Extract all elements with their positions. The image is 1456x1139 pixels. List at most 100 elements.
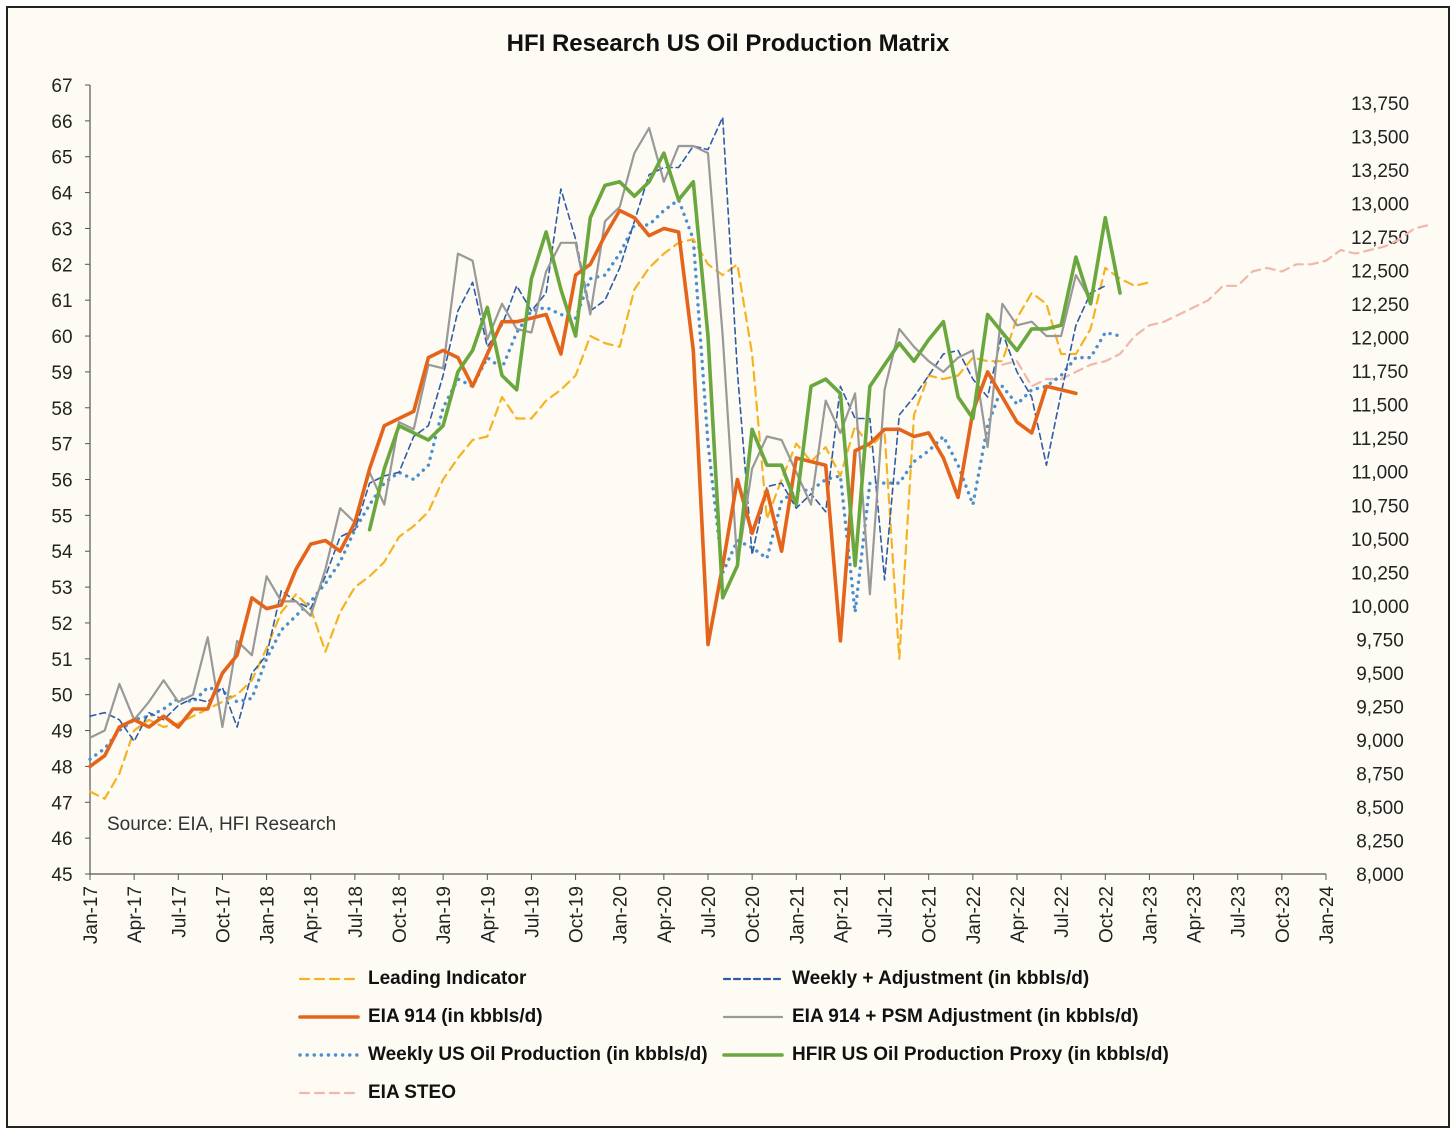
chart-title: HFI Research US Oil Production Matrix (506, 30, 950, 57)
x-tick-label: Jul-20 (699, 886, 720, 938)
series-line-weekly-us-oil-production-in-kbbls-d (88, 198, 1122, 761)
right-tick-label: 11,250 (1352, 429, 1409, 450)
x-tick-label: Apr-17 (125, 886, 146, 943)
right-tick-label: 13,250 (1351, 161, 1409, 182)
right-tick-label: 10,000 (1351, 597, 1409, 618)
x-tick-label: Apr-19 (478, 886, 499, 943)
right-tick-label: 8,000 (1356, 865, 1404, 886)
x-tick-label: Apr-23 (1185, 886, 1206, 943)
left-tick-label: 56 (51, 471, 72, 492)
x-tick-label: Oct-20 (743, 886, 764, 943)
x-tick-label: Oct-23 (1273, 886, 1294, 943)
left-tick-label: 63 (51, 219, 72, 240)
series-line-eia-914-in-kbbls-d (88, 208, 1078, 769)
legend-item-weekly-us-oil: Weekly US Oil Production (in kbbls/d) (298, 1042, 708, 1068)
x-tick-label: Oct-19 (567, 886, 588, 943)
series-line-weekly-adjustment-in-kbbls-d (89, 116, 1107, 743)
x-tick-label: Oct-21 (920, 886, 941, 943)
legend-swatch (298, 1053, 360, 1057)
left-tick-label: 50 (51, 686, 72, 707)
x-tick-label: Jul-17 (169, 886, 190, 938)
right-tick-label: 9,250 (1356, 697, 1404, 718)
legend-label: Weekly US Oil Production (in kbbls/d) (368, 1044, 708, 1065)
left-tick-label: 61 (51, 291, 72, 312)
legend-label: HFIR US Oil Production Proxy (in kbbls/d… (792, 1044, 1169, 1065)
left-tick-label: 67 (51, 76, 72, 97)
x-tick-label: Jul-18 (346, 886, 367, 938)
x-tick-label: Apr-22 (1008, 886, 1029, 943)
x-tick-label: Jan-21 (787, 886, 808, 944)
right-tick-label: 11,500 (1352, 396, 1409, 417)
right-tick-label: 12,750 (1351, 228, 1409, 249)
series-line-leading-indicator (88, 238, 1151, 800)
series-line-hfir-us-oil-production-proxy-in-kbbls-d (367, 151, 1122, 600)
legend-swatch (298, 977, 360, 981)
left-tick-label: 47 (51, 793, 72, 814)
chart-frame: HFI Research US Oil Production Matrix 45… (6, 6, 1450, 1128)
x-tick-label: Jan-22 (964, 886, 985, 944)
right-tick-label: 13,000 (1351, 195, 1409, 216)
left-tick-label: 51 (51, 650, 72, 671)
right-tick-label: 10,250 (1351, 563, 1409, 584)
legend-item-eia-steo: EIA STEO (298, 1080, 456, 1106)
right-tick-label: 8,750 (1356, 764, 1404, 785)
x-tick-label: Jul-21 (876, 886, 897, 938)
x-tick-label: Jul-22 (1052, 886, 1073, 938)
legend-swatch (722, 1015, 784, 1019)
x-tick-label: Jan-20 (611, 886, 632, 944)
legend-label: EIA 914 (in kbbls/d) (368, 1006, 543, 1027)
left-tick-label: 55 (51, 506, 72, 527)
left-tick-label: 52 (51, 614, 72, 635)
source-note: Source: EIA, HFI Research (107, 814, 337, 835)
legend-item-weekly-adjustment: Weekly + Adjustment (in kbbls/d) (722, 966, 1089, 992)
left-tick-label: 57 (51, 435, 72, 456)
right-tick-label: 10,500 (1351, 530, 1409, 551)
right-tick-label: 12,250 (1351, 295, 1409, 316)
right-tick-label: 11,750 (1352, 362, 1409, 383)
x-tick-label: Jan-19 (434, 886, 455, 944)
legend-item-hfir-proxy: HFIR US Oil Production Proxy (in kbbls/d… (722, 1042, 1169, 1068)
legend-swatch (722, 1053, 784, 1057)
left-tick-label: 53 (51, 578, 72, 599)
right-tick-label: 12,000 (1351, 329, 1409, 350)
right-tick-label: 13,500 (1351, 128, 1409, 149)
right-tick-label: 10,750 (1351, 496, 1409, 517)
legend-item-eia-914: EIA 914 (in kbbls/d) (298, 1004, 543, 1030)
legend-label: EIA STEO (368, 1082, 456, 1103)
right-tick-label: 11,000 (1352, 463, 1409, 484)
legend-label: Weekly + Adjustment (in kbbls/d) (792, 968, 1090, 989)
x-tick-label: Apr-18 (302, 886, 323, 943)
right-tick-label: 8,250 (1356, 831, 1404, 852)
x-tick-label: Jul-19 (522, 886, 543, 938)
right-tick-label: 9,000 (1356, 731, 1404, 752)
plot-area: 45 46 47 48 49 50 51 52 53 54 55 56 57 58 59 60 61 62 63 64… (51, 76, 1431, 944)
left-tick-label: 54 (51, 542, 73, 563)
left-tick-label: 65 (51, 148, 72, 169)
x-tick-label: Oct-22 (1096, 886, 1117, 943)
left-tick-label: 60 (51, 327, 72, 348)
left-tick-label: 62 (51, 255, 72, 276)
left-tick-label: 66 (51, 112, 72, 133)
legend-swatch (298, 1091, 360, 1095)
legend-label: EIA 914 + PSM Adjustment (in kbbls/d) (792, 1006, 1139, 1027)
right-tick-label: 9,500 (1356, 664, 1404, 685)
x-tick-label: Jan-23 (1140, 886, 1161, 944)
x-tick-label: Jan-18 (258, 886, 279, 944)
left-tick-label: 45 (51, 865, 72, 886)
right-tick-label: 9,750 (1356, 630, 1404, 651)
right-tick-label: 12,500 (1351, 262, 1409, 283)
left-tick-label: 64 (51, 184, 73, 205)
legend-item-eia-914-psm: EIA 914 + PSM Adjustment (in kbbls/d) (722, 1004, 1138, 1030)
x-tick-label: Apr-21 (831, 886, 852, 943)
legend-item-leading-indicator: Leading Indicator (298, 966, 526, 992)
legend-swatch (722, 977, 784, 981)
x-tick-label: Oct-17 (213, 886, 234, 943)
left-tick-label: 48 (51, 757, 72, 778)
right-tick-label: 8,500 (1356, 798, 1404, 819)
x-tick-label: Jul-23 (1229, 886, 1250, 938)
series-line-eia-steo (1001, 223, 1431, 388)
series-line-eia-914-psm-adjustment-in-kbbls-d (88, 126, 1092, 739)
left-tick-label: 58 (51, 399, 72, 420)
legend-label: Leading Indicator (368, 968, 527, 989)
right-tick-label: 13,750 (1351, 94, 1409, 115)
